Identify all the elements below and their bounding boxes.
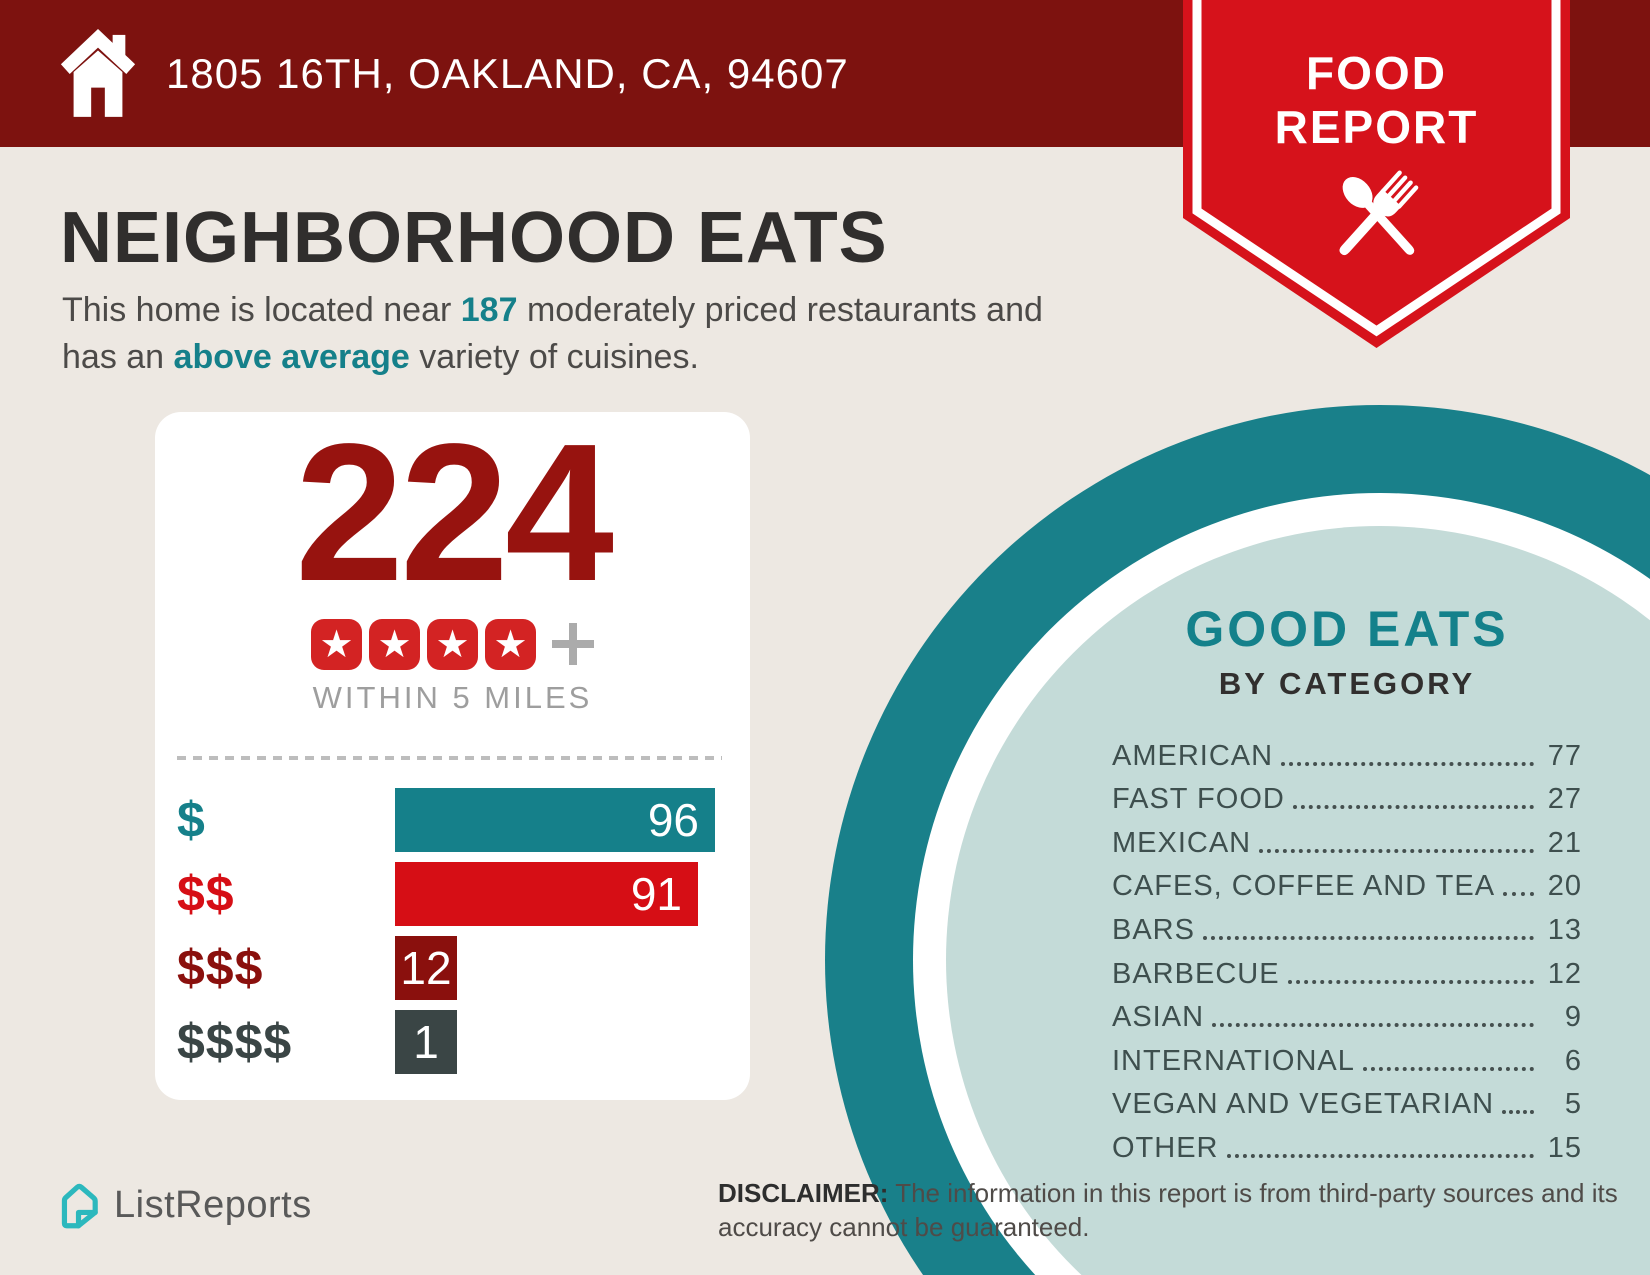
dotted-leader xyxy=(1202,935,1534,940)
variety-highlight: above average xyxy=(173,338,410,376)
price-tier-label: $$ xyxy=(177,866,235,922)
property-address: 1805 16TH, OAKLAND, CA, 94607 xyxy=(166,49,849,97)
category-row: BARBECUE 12 xyxy=(1112,953,1582,997)
star-icon: ★ xyxy=(311,618,362,670)
rating-stars: ★ ★ ★ ★ xyxy=(311,618,536,670)
price-tier-value: 12 xyxy=(400,942,452,994)
price-tier-bar: 91 xyxy=(395,862,698,926)
dotted-leader xyxy=(1226,1153,1534,1158)
spoon-fork-icon xyxy=(1339,170,1418,256)
category-label: INTERNATIONAL xyxy=(1112,1044,1355,1077)
category-label: FAST FOOD xyxy=(1112,783,1285,816)
good-eats-title: GOOD EATS xyxy=(1185,601,1509,657)
plus-icon xyxy=(552,623,594,665)
category-value: 5 xyxy=(1564,1088,1582,1121)
category-label: BARS xyxy=(1112,913,1195,946)
good-eats-panel: GOOD EATS BY CATEGORY AMERICAN 77 FAST FOO… xyxy=(1112,600,1582,1171)
dotted-leader xyxy=(1281,761,1534,766)
category-row: MEXICAN 21 xyxy=(1112,822,1582,866)
dotted-leader xyxy=(1503,892,1534,897)
price-tier-bar: 1 xyxy=(395,1010,457,1074)
price-tier-label: $ xyxy=(177,792,206,848)
category-label: ASIAN xyxy=(1112,1001,1205,1034)
dotted-leader xyxy=(1292,805,1534,810)
category-value: 12 xyxy=(1547,957,1582,990)
category-row: FAST FOOD 27 xyxy=(1112,779,1582,823)
good-eats-subtitle: BY CATEGORY xyxy=(1218,666,1476,701)
rating-row: ★ ★ ★ ★ xyxy=(155,618,750,670)
price-tier-chart: $96 $$ 91 $$$ 12 $$$$ 1 xyxy=(155,788,750,1084)
brand-name: ListReports xyxy=(114,1183,312,1226)
category-value: 77 xyxy=(1547,739,1582,772)
category-row: OTHER 15 xyxy=(1112,1127,1582,1171)
category-row: AMERICAN 77 xyxy=(1112,735,1582,779)
star-icon: ★ xyxy=(427,618,478,670)
category-label: VEGAN AND VEGETARIAN xyxy=(1112,1088,1495,1121)
star-icon: ★ xyxy=(485,618,536,670)
listreports-logo-icon xyxy=(61,1183,98,1229)
home-icon xyxy=(60,29,136,117)
category-label: AMERICAN xyxy=(1112,739,1274,772)
category-value: 13 xyxy=(1547,913,1582,946)
dotted-leader xyxy=(1212,1023,1534,1028)
category-value: 9 xyxy=(1564,1001,1582,1034)
page-title: NEIGHBORHOOD EATS xyxy=(60,198,888,278)
disclaimer: DISCLAIMER: The information in this repo… xyxy=(718,1178,1618,1242)
category-value: 21 xyxy=(1547,826,1582,859)
category-row: ASIAN 9 xyxy=(1112,997,1582,1041)
intro-line1: This home is located near 187 moderately… xyxy=(62,291,1043,329)
dotted-leader xyxy=(1502,1110,1534,1115)
summary-card: 224 ★ ★ ★ ★ WITHIN 5 MILES $96 $$ 91 $$$ 12 $$$$… xyxy=(155,412,750,1100)
restaurant-count: 187 xyxy=(460,291,518,329)
category-list: AMERICAN 77 FAST FOOD 27 MEXICAN 21 CAFES, COF… xyxy=(1112,735,1582,1171)
ribbon-shape xyxy=(1183,0,1570,348)
category-row: BARS 13 xyxy=(1112,909,1582,953)
category-value: 27 xyxy=(1547,783,1582,816)
dotted-leader xyxy=(1287,979,1534,984)
price-tier-row: $$$$ 1 xyxy=(155,1010,750,1074)
food-report-ribbon: FOOD REPORT xyxy=(1183,0,1570,352)
ribbon-title-line1: FOOD xyxy=(1306,47,1447,99)
star-icon: ★ xyxy=(369,618,420,670)
category-row: CAFES, COFFEE AND TEA 20 xyxy=(1112,866,1582,910)
dashed-divider xyxy=(177,756,722,760)
price-tier-value: 96 xyxy=(647,794,699,846)
dotted-leader xyxy=(1259,848,1534,853)
category-row: VEGAN AND VEGETARIAN 5 xyxy=(1112,1084,1582,1128)
price-tier-bar: 96 xyxy=(395,788,715,852)
category-row: INTERNATIONAL 6 xyxy=(1112,1040,1582,1084)
category-label: OTHER xyxy=(1112,1131,1219,1164)
price-tier-label: $$$$ xyxy=(177,1014,293,1070)
intro-text: This home is located near 187 moderately… xyxy=(62,287,1043,381)
category-value: 15 xyxy=(1547,1131,1582,1164)
listreports-logo: ListReports xyxy=(60,1180,312,1230)
intro-line2: has an above average variety of cuisines… xyxy=(62,338,699,376)
price-tier-row: $96 xyxy=(155,788,750,852)
category-value: 6 xyxy=(1564,1044,1582,1077)
category-label: CAFES, COFFEE AND TEA xyxy=(1112,870,1496,903)
price-tier-row: $$ 91 xyxy=(155,862,750,926)
dotted-leader xyxy=(1362,1066,1534,1071)
radius-caption: WITHIN 5 MILES xyxy=(312,680,593,715)
price-tier-value: 1 xyxy=(413,1016,439,1068)
category-label: MEXICAN xyxy=(1112,826,1252,859)
category-label: BARBECUE xyxy=(1112,957,1280,990)
price-tier-label: $$$ xyxy=(177,940,264,996)
price-tier-bar: 12 xyxy=(395,936,457,1000)
category-value: 20 xyxy=(1547,870,1582,903)
ribbon-title-line2: REPORT xyxy=(1274,101,1479,153)
price-tier-row: $$$ 12 xyxy=(155,936,750,1000)
price-tier-value: 91 xyxy=(630,868,682,920)
total-restaurant-count: 224 xyxy=(294,403,614,622)
